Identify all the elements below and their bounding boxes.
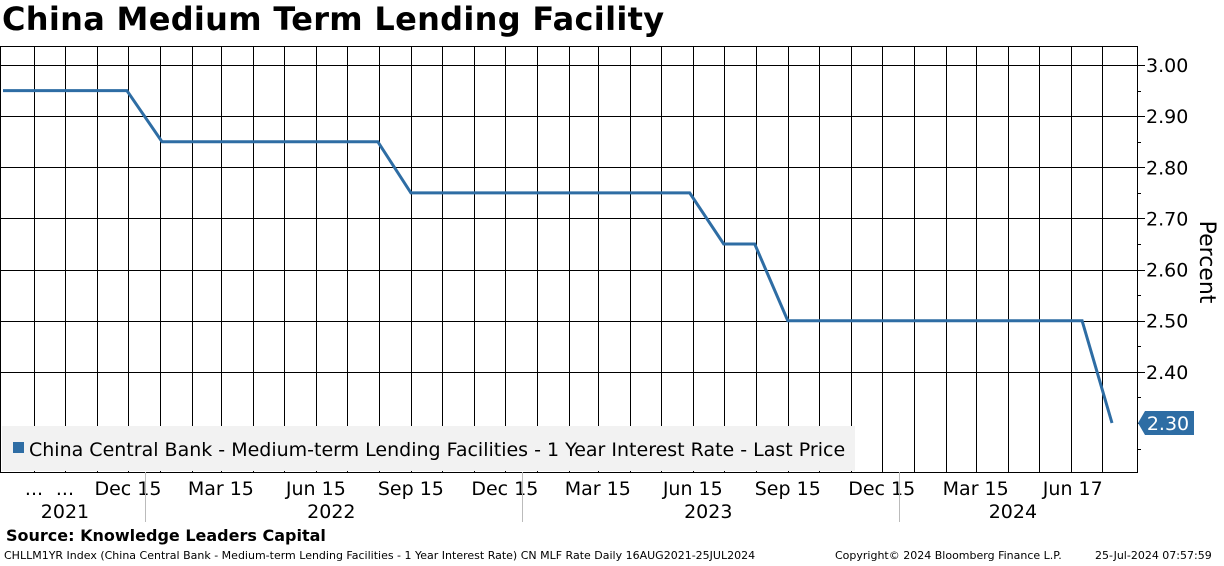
- last-price-marker: 2.30: [1138, 411, 1194, 435]
- x-tick-label: ...: [25, 478, 43, 500]
- x-tick-label: Jun 17: [1042, 478, 1103, 500]
- legend-label: China Central Bank - Medium-term Lending…: [29, 439, 845, 461]
- year-label: 2021: [41, 501, 89, 523]
- x-tick-label: Dec 15: [848, 478, 915, 500]
- y-tick-label: 2.60: [1146, 260, 1188, 282]
- last-price-box: [1138, 411, 1194, 435]
- y-tick-label: 3.00: [1146, 55, 1188, 77]
- footer-timestamp: 25-Jul-2024 07:57:59: [1095, 549, 1212, 562]
- x-tick-label: Sep 15: [755, 478, 821, 500]
- series-line: [3, 89, 1114, 424]
- x-tick-label: Sep 15: [378, 478, 444, 500]
- y-axis-label: Percent: [1194, 221, 1219, 304]
- year-label: 2024: [989, 501, 1037, 523]
- chart-title: China Medium Term Lending Facility: [2, 0, 665, 38]
- footer-description: CHLLM1YR Index (China Central Bank - Med…: [4, 549, 756, 562]
- last-price-label: 2.30: [1147, 413, 1189, 435]
- x-tick-label: Dec 15: [471, 478, 538, 500]
- x-axis: ...... Dec 15 Mar 15 Jun 15 Sep 15 Dec 15 Mar …: [25, 472, 1103, 523]
- y-tick-label: 2.70: [1146, 208, 1188, 230]
- legend-box: [2, 426, 855, 471]
- legend-swatch: [13, 442, 24, 453]
- x-tick-label: Dec 15: [94, 478, 161, 500]
- x-tick-label: Mar 15: [188, 478, 254, 500]
- legend: China Central Bank - Medium-term Lending…: [2, 426, 855, 471]
- x-tick-label: Jun 15: [285, 478, 346, 500]
- y-tick-label: 2.40: [1146, 362, 1188, 384]
- footer-copyright: Copyright© 2024 Bloomberg Finance L.P.: [835, 549, 1062, 562]
- x-tick-label: Mar 15: [943, 478, 1009, 500]
- x-tick-label: Jun 15: [662, 478, 723, 500]
- series-layer: [3, 89, 1114, 424]
- x-tick-label: ...: [56, 478, 74, 500]
- y-tick-label: 2.90: [1146, 106, 1188, 128]
- gridlines: [0, 46, 1138, 473]
- source-note: Source: Knowledge Leaders Capital: [6, 526, 326, 545]
- y-tick-label: 2.80: [1146, 157, 1188, 179]
- y-axis: 3.00 2.90 2.80 2.70 2.60 2.50 2.40 Percent: [1137, 55, 1219, 450]
- x-tick-label: Mar 15: [565, 478, 631, 500]
- year-label: 2023: [684, 501, 732, 523]
- year-label: 2022: [307, 501, 355, 523]
- y-tick-label: 2.50: [1146, 311, 1188, 333]
